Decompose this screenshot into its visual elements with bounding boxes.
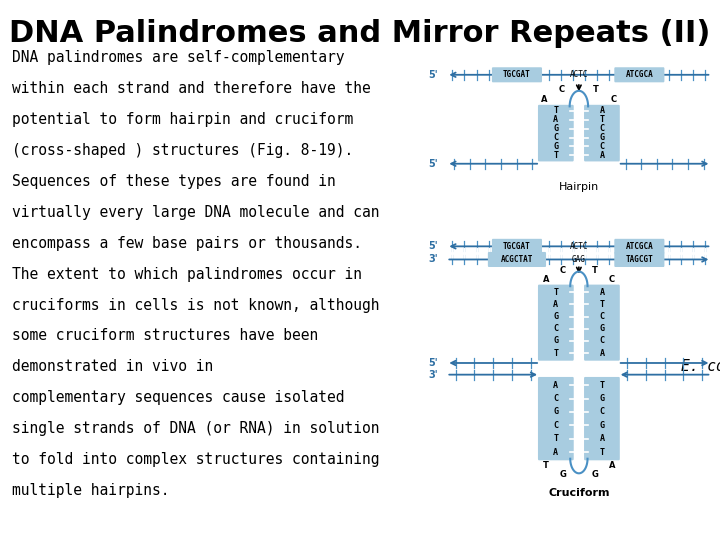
Text: C: C bbox=[554, 324, 558, 333]
Text: cruciforms in cells is not known, although: cruciforms in cells is not known, althou… bbox=[12, 298, 379, 313]
Text: A: A bbox=[608, 461, 616, 470]
Text: potential to form hairpin and cruciform: potential to form hairpin and cruciform bbox=[12, 112, 353, 127]
Text: T: T bbox=[554, 288, 558, 297]
Text: A: A bbox=[600, 151, 604, 160]
Text: ACTC: ACTC bbox=[570, 242, 588, 251]
Text: C: C bbox=[560, 266, 566, 274]
FancyBboxPatch shape bbox=[583, 284, 621, 362]
Text: T: T bbox=[600, 448, 604, 456]
Text: G: G bbox=[600, 324, 604, 333]
Text: 5': 5' bbox=[428, 159, 438, 168]
Text: G: G bbox=[554, 142, 558, 151]
Text: G: G bbox=[600, 421, 604, 430]
Text: 5': 5' bbox=[428, 241, 438, 251]
Text: A: A bbox=[541, 95, 548, 104]
Text: C: C bbox=[611, 95, 616, 104]
Text: C: C bbox=[600, 142, 604, 151]
Text: T: T bbox=[600, 115, 604, 124]
Text: G: G bbox=[554, 312, 558, 321]
Text: single strands of DNA (or RNA) in solution: single strands of DNA (or RNA) in soluti… bbox=[12, 421, 379, 436]
Text: ACGCTAT: ACGCTAT bbox=[501, 255, 533, 264]
Text: ACTC: ACTC bbox=[570, 70, 588, 79]
Text: DNA Palindromes and Mirror Repeats (II): DNA Palindromes and Mirror Repeats (II) bbox=[9, 19, 711, 48]
Text: E. coli: E. coli bbox=[681, 359, 720, 374]
Text: Hairpin: Hairpin bbox=[559, 181, 599, 192]
Text: G: G bbox=[554, 336, 558, 346]
Text: T: T bbox=[593, 85, 598, 94]
Text: to fold into complex structures containing: to fold into complex structures containi… bbox=[12, 452, 379, 467]
Text: G: G bbox=[559, 470, 567, 480]
FancyBboxPatch shape bbox=[583, 376, 621, 461]
Text: DNA palindromes are self-complementary: DNA palindromes are self-complementary bbox=[12, 51, 344, 65]
Text: encompass a few base pairs or thousands.: encompass a few base pairs or thousands. bbox=[12, 236, 361, 251]
Text: A: A bbox=[542, 275, 549, 284]
Text: within each strand and therefore have the: within each strand and therefore have th… bbox=[12, 82, 370, 96]
Text: ATCGCA: ATCGCA bbox=[626, 70, 653, 79]
Text: A: A bbox=[600, 288, 604, 297]
FancyBboxPatch shape bbox=[537, 104, 575, 162]
Text: C: C bbox=[554, 133, 558, 142]
Text: TAGCGT: TAGCGT bbox=[626, 255, 653, 264]
FancyBboxPatch shape bbox=[537, 284, 575, 362]
Text: C: C bbox=[559, 85, 565, 94]
Text: A: A bbox=[554, 115, 558, 124]
Text: 3': 3' bbox=[428, 254, 438, 265]
Text: C: C bbox=[600, 336, 604, 346]
Text: A: A bbox=[554, 381, 558, 390]
Text: 5': 5' bbox=[428, 358, 438, 368]
Text: C: C bbox=[609, 275, 615, 284]
Text: Sequences of these types are found in: Sequences of these types are found in bbox=[12, 174, 336, 189]
Text: complementary sequences cause isolated: complementary sequences cause isolated bbox=[12, 390, 344, 405]
FancyBboxPatch shape bbox=[492, 68, 542, 82]
FancyBboxPatch shape bbox=[583, 104, 621, 162]
FancyBboxPatch shape bbox=[537, 376, 575, 461]
Text: GAG: GAG bbox=[572, 255, 586, 264]
Text: A: A bbox=[600, 434, 604, 443]
FancyBboxPatch shape bbox=[492, 239, 542, 254]
Text: (cross-shaped ) structures (Fig. 8-19).: (cross-shaped ) structures (Fig. 8-19). bbox=[12, 143, 353, 158]
Text: G: G bbox=[600, 394, 604, 403]
Text: 3': 3' bbox=[428, 370, 438, 380]
Text: T: T bbox=[554, 151, 558, 160]
Text: C: C bbox=[554, 421, 558, 430]
Text: The extent to which palindromes occur in: The extent to which palindromes occur in bbox=[12, 267, 361, 282]
Text: some cruciform structures have been: some cruciform structures have been bbox=[12, 328, 318, 343]
Text: G: G bbox=[600, 133, 604, 142]
Text: A: A bbox=[600, 348, 604, 357]
Text: T: T bbox=[600, 300, 604, 309]
Text: virtually every large DNA molecule and can: virtually every large DNA molecule and c… bbox=[12, 205, 379, 220]
Text: G: G bbox=[554, 408, 558, 416]
Text: TGCGAT: TGCGAT bbox=[503, 242, 531, 251]
Text: demonstrated in vivo in: demonstrated in vivo in bbox=[12, 359, 222, 374]
Text: TGCGAT: TGCGAT bbox=[503, 70, 531, 79]
Text: ATCGCA: ATCGCA bbox=[626, 242, 653, 251]
FancyBboxPatch shape bbox=[614, 252, 665, 267]
Text: A: A bbox=[554, 448, 558, 456]
Text: G: G bbox=[591, 470, 598, 480]
Text: T: T bbox=[592, 266, 598, 274]
Text: A: A bbox=[600, 106, 604, 116]
Text: T: T bbox=[554, 106, 558, 116]
Text: C: C bbox=[600, 312, 604, 321]
Text: G: G bbox=[554, 124, 558, 133]
Text: C: C bbox=[600, 408, 604, 416]
Text: Cruciform: Cruciform bbox=[548, 488, 610, 498]
FancyBboxPatch shape bbox=[488, 252, 546, 267]
Text: A: A bbox=[554, 300, 558, 309]
Text: T: T bbox=[554, 348, 558, 357]
Text: 5': 5' bbox=[428, 70, 438, 80]
Text: C: C bbox=[600, 124, 604, 133]
Text: T: T bbox=[600, 381, 604, 390]
Text: T: T bbox=[554, 434, 558, 443]
FancyBboxPatch shape bbox=[614, 68, 665, 82]
FancyBboxPatch shape bbox=[614, 239, 665, 254]
Text: T: T bbox=[543, 461, 549, 470]
Text: multiple hairpins.: multiple hairpins. bbox=[12, 483, 169, 498]
Text: C: C bbox=[554, 394, 558, 403]
